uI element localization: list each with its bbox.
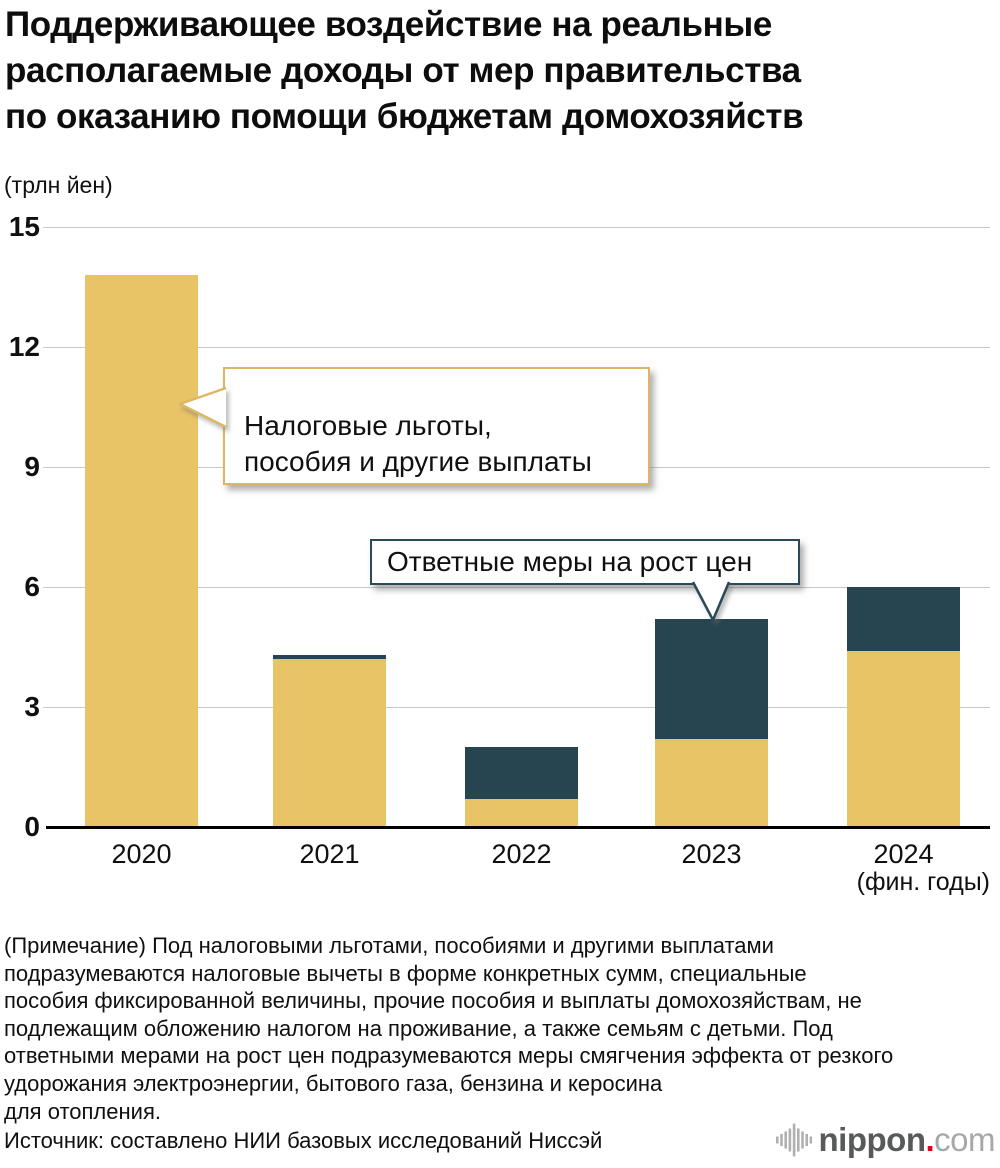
y-axis-unit-label: (трлн йен) — [4, 172, 113, 198]
callout-tax-benefits-text: Налоговые льготы, пособия и другие выпла… — [244, 410, 592, 477]
page-title: Поддерживающее воздействие на реальные р… — [5, 5, 804, 136]
bar-2021-tax-benefits — [273, 659, 386, 827]
fiscal-years-label: (фин. годы) — [856, 868, 990, 896]
gridline-12 — [43, 347, 990, 348]
bar-2024-tax-benefits — [847, 651, 960, 827]
logo-nippon-text: nippon — [818, 1121, 926, 1158]
bar-2023-price-measures — [655, 619, 768, 739]
x-tick-label-2023: 2023 — [681, 839, 742, 869]
bar-2021-price-measures — [273, 655, 386, 659]
nippon-logo: nippon.com — [775, 1121, 996, 1159]
bar-2022-tax-benefits — [465, 799, 578, 827]
callout-price-measures-text: Ответные меры на рост цен — [387, 546, 753, 577]
source-text: Источник: составлено НИИ базовых исследо… — [4, 1128, 603, 1153]
x-tick-label-2024: 2024 — [873, 839, 934, 869]
y-tick-label-15: 15 — [8, 211, 40, 242]
gridline-6 — [43, 587, 990, 588]
logo-com-text: com — [934, 1121, 995, 1158]
gridline-15 — [43, 227, 990, 228]
y-tick-label-12: 12 — [8, 331, 40, 362]
callout-price-measures: Ответные меры на рост цен — [370, 539, 800, 585]
x-axis-line — [46, 826, 990, 829]
logo-dot: . — [925, 1121, 935, 1158]
bar-2024-price-measures — [847, 587, 960, 651]
x-tick-label-2022: 2022 — [491, 839, 552, 869]
logo-wordmark: nippon.com — [818, 1121, 996, 1159]
y-tick-label-0: 0 — [24, 811, 40, 842]
x-tick-label-2020: 2020 — [111, 839, 172, 869]
gridline-3 — [43, 707, 990, 708]
note-text: (Примечание) Под налоговыми льготами, по… — [4, 933, 894, 1124]
y-tick-label-6: 6 — [24, 571, 40, 602]
bar-2023-tax-benefits — [655, 739, 768, 827]
waveform-icon — [775, 1123, 812, 1157]
bar-2022-price-measures — [465, 747, 578, 799]
y-tick-label-3: 3 — [24, 691, 40, 722]
x-tick-label-2021: 2021 — [299, 839, 360, 869]
callout-tax-benefits: Налоговые льготы, пособия и другие выпла… — [223, 367, 650, 485]
bar-2020-tax-benefits — [85, 275, 198, 827]
y-tick-label-9: 9 — [24, 451, 40, 482]
